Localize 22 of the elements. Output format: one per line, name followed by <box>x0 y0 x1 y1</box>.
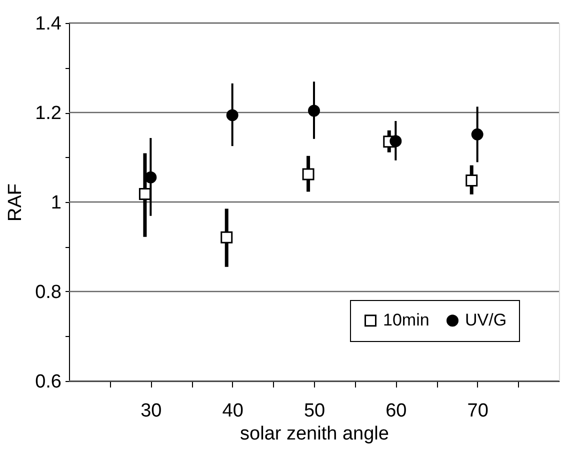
point <box>390 135 402 148</box>
y-tick-label: 1.4 <box>35 14 62 34</box>
x-axis-title: solar zenith angle <box>240 424 389 444</box>
point <box>226 109 238 122</box>
y-tick-label: 1 <box>50 192 62 214</box>
x-tick-label: 70 <box>467 400 488 422</box>
point <box>471 128 484 140</box>
y-tick-label: 1.2 <box>35 103 62 124</box>
point <box>302 168 314 180</box>
x-tick-label: 40 <box>222 400 244 422</box>
legend-label: 10min <box>383 310 430 330</box>
legend-label: UV/G <box>465 310 507 330</box>
point <box>466 174 478 187</box>
x-tick-label: 60 <box>386 400 407 422</box>
x-tick-label: 50 <box>304 400 326 422</box>
point <box>220 231 233 244</box>
y-axis-title: RAF <box>5 184 26 222</box>
y-tick-label: 0.8 <box>35 282 62 303</box>
x-tick-label: 30 <box>140 400 162 422</box>
point <box>308 104 320 117</box>
y-tick-label: 0.6 <box>35 372 62 392</box>
point <box>138 188 151 200</box>
